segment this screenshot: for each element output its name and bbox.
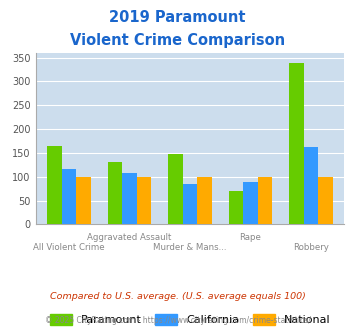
Bar <box>168 154 183 224</box>
Text: 2019 Paramount: 2019 Paramount <box>109 10 246 25</box>
Text: All Violent Crime: All Violent Crime <box>33 243 105 251</box>
Text: Murder & Mans...: Murder & Mans... <box>153 243 227 251</box>
Text: Robbery: Robbery <box>293 243 329 251</box>
Bar <box>318 177 333 224</box>
Text: Compared to U.S. average. (U.S. average equals 100): Compared to U.S. average. (U.S. average … <box>50 292 305 301</box>
Text: Aggravated Assault: Aggravated Assault <box>87 233 171 242</box>
Bar <box>108 162 122 224</box>
Text: © 2025 CityRating.com - https://www.cityrating.com/crime-statistics/: © 2025 CityRating.com - https://www.city… <box>45 316 310 325</box>
Bar <box>289 63 304 224</box>
Text: Violent Crime Comparison: Violent Crime Comparison <box>70 33 285 48</box>
Bar <box>304 147 318 224</box>
Bar <box>137 177 151 224</box>
Text: Rape: Rape <box>240 233 261 242</box>
Bar <box>76 177 91 224</box>
Bar <box>258 177 272 224</box>
Bar <box>197 177 212 224</box>
Bar <box>229 191 243 224</box>
Bar <box>47 146 61 224</box>
Bar <box>183 184 197 224</box>
Legend: Paramount, California, National: Paramount, California, National <box>50 314 330 325</box>
Bar <box>61 169 76 224</box>
Bar <box>122 173 137 224</box>
Bar <box>243 182 258 224</box>
